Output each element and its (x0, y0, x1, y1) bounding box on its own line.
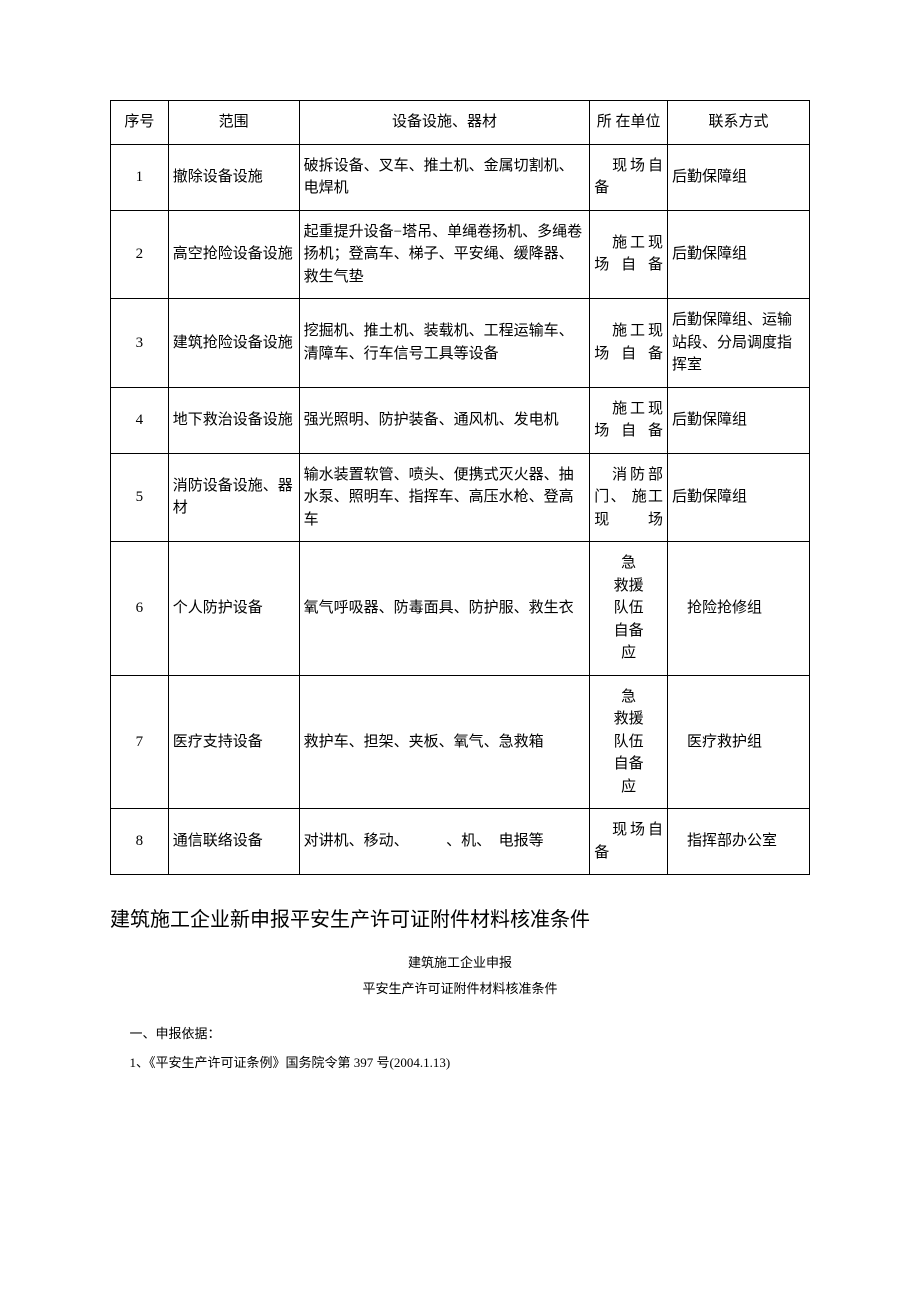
cell-loc: 现场自备 (590, 144, 668, 210)
cell-scope: 建筑抢险设备设施 (168, 299, 299, 388)
cell-seq: 8 (111, 809, 169, 875)
table-row: 8通信联络设备对讲机、移动、 、机、 电报等 现场自备 指挥部办公室 (111, 809, 810, 875)
cell-loc: 施工现场自备 (590, 210, 668, 299)
cell-contact: 后勤保障组 (667, 144, 809, 210)
th-equip: 设备设施、器材 (299, 101, 590, 145)
cell-seq: 7 (111, 675, 169, 809)
table-row: 1撤除设备设施破拆设备、叉车、推土机、金属切割机、电焊机 现场自备后勤保障组 (111, 144, 810, 210)
section1-title: 一、申报依据： (110, 1020, 810, 1049)
equipment-table: 序号 范围 设备设施、器材 所 在单位 联系方式 1撤除设备设施破拆设备、叉车、… (110, 100, 810, 875)
th-scope: 范围 (168, 101, 299, 145)
cell-equip: 破拆设备、叉车、推土机、金属切割机、电焊机 (299, 144, 590, 210)
cell-seq: 5 (111, 453, 169, 542)
cell-contact: 指挥部办公室 (667, 809, 809, 875)
cell-scope: 高空抢险设备设施 (168, 210, 299, 299)
table-row: 5消防设备设施、器材输水装置软管、喷头、便携式灭火器、抽水泵、照明车、指挥车、高… (111, 453, 810, 542)
cell-contact: 医疗救护组 (667, 675, 809, 809)
table-row: 6个人防护设备氧气呼吸器、防毒面具、防护服、救生衣急救援队伍自备应 抢险抢修组 (111, 542, 810, 676)
cell-loc: 施工现场自备 (590, 299, 668, 388)
cell-seq: 3 (111, 299, 169, 388)
table-header-row: 序号 范围 设备设施、器材 所 在单位 联系方式 (111, 101, 810, 145)
th-seq: 序号 (111, 101, 169, 145)
cell-contact: 抢险抢修组 (667, 542, 809, 676)
cell-contact: 后勤保障组 (667, 453, 809, 542)
th-loc: 所 在单位 (590, 101, 668, 145)
cell-equip: 救护车、担架、夹板、氧气、急救箱 (299, 675, 590, 809)
cell-scope: 个人防护设备 (168, 542, 299, 676)
cell-scope: 地下救治设备设施 (168, 387, 299, 453)
cell-loc: 消防部门、 施工现场 (590, 453, 668, 542)
cell-equip: 输水装置软管、喷头、便携式灭火器、抽水泵、照明车、指挥车、高压水枪、登高车 (299, 453, 590, 542)
section1-item1: 1、《平安生产许可证条例》国务院令第 397 号(2004.1.13) (110, 1049, 810, 1078)
cell-seq: 6 (111, 542, 169, 676)
cell-seq: 4 (111, 387, 169, 453)
cell-equip: 强光照明、防护装备、通风机、发电机 (299, 387, 590, 453)
cell-equip: 起重提升设备−塔吊、单绳卷扬机、多绳卷扬机；登高车、梯子、平安绳、缓降器、救生气… (299, 210, 590, 299)
table-row: 4地下救治设备设施强光照明、防护装备、通风机、发电机 施工现场自备后勤保障组 (111, 387, 810, 453)
cell-contact: 后勤保障组、运输站段、分局调度指挥室 (667, 299, 809, 388)
subheading-1: 建筑施工企业申报 (110, 950, 810, 976)
table-row: 7医疗支持设备救护车、担架、夹板、氧气、急救箱急救援队伍自备应 医疗救护组 (111, 675, 810, 809)
cell-equip: 对讲机、移动、 、机、 电报等 (299, 809, 590, 875)
cell-seq: 1 (111, 144, 169, 210)
cell-loc: 施工现场自备 (590, 387, 668, 453)
cell-scope: 通信联络设备 (168, 809, 299, 875)
th-contact: 联系方式 (667, 101, 809, 145)
table-row: 2高空抢险设备设施起重提升设备−塔吊、单绳卷扬机、多绳卷扬机；登高车、梯子、平安… (111, 210, 810, 299)
cell-scope: 医疗支持设备 (168, 675, 299, 809)
cell-loc: 急救援队伍自备应 (590, 542, 668, 676)
cell-loc: 急救援队伍自备应 (590, 675, 668, 809)
section-heading: 建筑施工企业新申报平安生产许可证附件材料核准条件 (110, 903, 810, 932)
cell-contact: 后勤保障组 (667, 387, 809, 453)
cell-loc: 现场自备 (590, 809, 668, 875)
cell-contact: 后勤保障组 (667, 210, 809, 299)
subheading-2: 平安生产许可证附件材料核准条件 (110, 976, 810, 1002)
cell-equip: 氧气呼吸器、防毒面具、防护服、救生衣 (299, 542, 590, 676)
cell-equip: 挖掘机、推土机、装载机、工程运输车、清障车、行车信号工具等设备 (299, 299, 590, 388)
cell-scope: 撤除设备设施 (168, 144, 299, 210)
table-row: 3建筑抢险设备设施挖掘机、推土机、装载机、工程运输车、清障车、行车信号工具等设备… (111, 299, 810, 388)
cell-seq: 2 (111, 210, 169, 299)
cell-scope: 消防设备设施、器材 (168, 453, 299, 542)
